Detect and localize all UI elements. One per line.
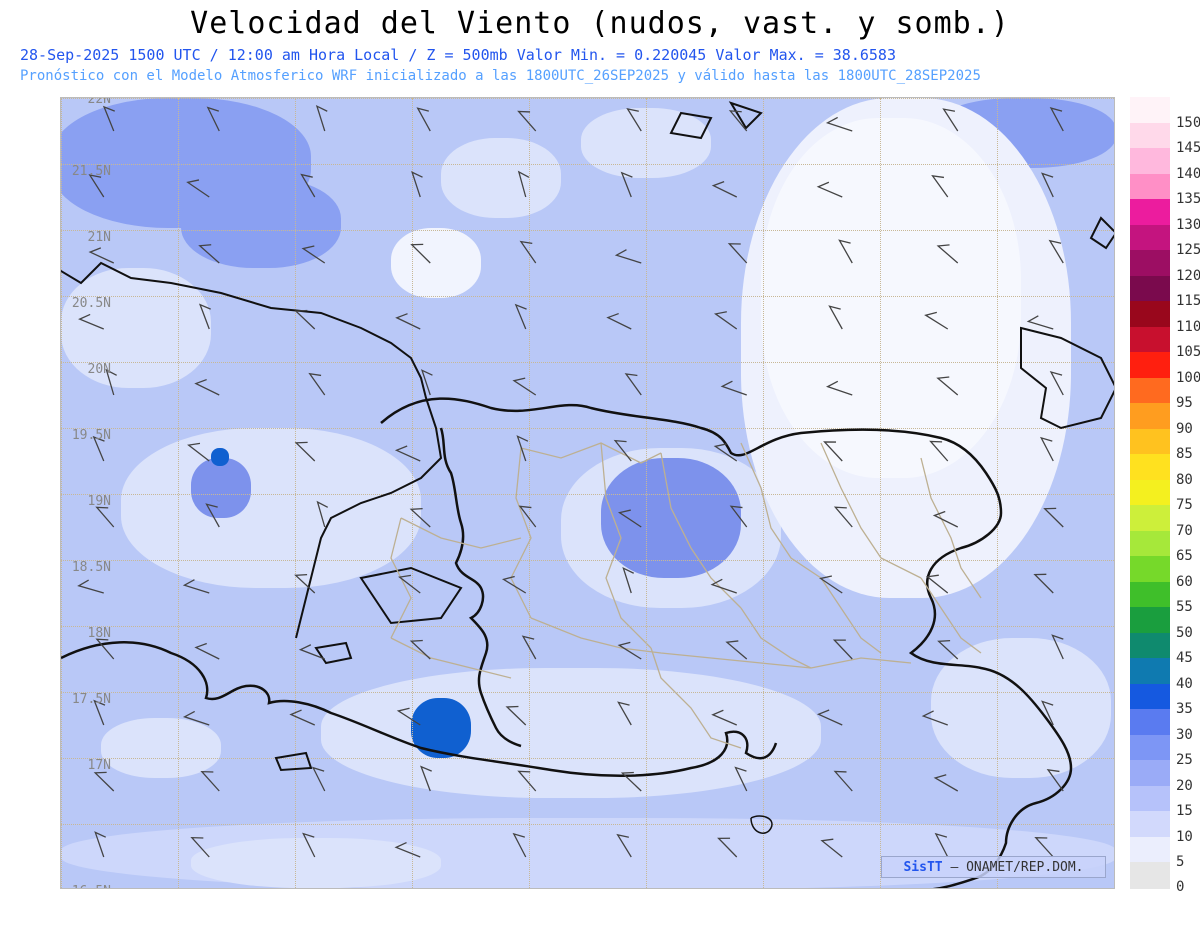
y-tick-label: 18N bbox=[61, 626, 117, 641]
colorbar-segment bbox=[1130, 403, 1170, 429]
colorbar-tick-label: 15 bbox=[1176, 803, 1193, 819]
colorbar-segment bbox=[1130, 786, 1170, 812]
colorbar-tick-label: 35 bbox=[1176, 701, 1193, 717]
colorbar-tick-label: 0 bbox=[1176, 879, 1184, 895]
colorbar-tick-label: 5 bbox=[1176, 854, 1184, 870]
colorbar-tick-label: 50 bbox=[1176, 625, 1193, 641]
colorbar-tick-label: 85 bbox=[1176, 446, 1193, 462]
colorbar-segment bbox=[1130, 709, 1170, 735]
y-tick-label: 16.5N bbox=[61, 884, 117, 889]
colorbar-segment bbox=[1130, 480, 1170, 506]
colorbar-segment bbox=[1130, 199, 1170, 225]
colorbar-segment bbox=[1130, 123, 1170, 149]
colorbar-tick-label: 105 bbox=[1176, 344, 1200, 360]
colorbar-tick-label: 55 bbox=[1176, 599, 1193, 615]
colorbar-tick-label: 45 bbox=[1176, 650, 1193, 666]
colorbar-tick-label: 20 bbox=[1176, 778, 1193, 794]
colorbar-segment bbox=[1130, 607, 1170, 633]
y-tick-label: 17.5N bbox=[61, 692, 117, 707]
colorbar-tick-label: 75 bbox=[1176, 497, 1193, 513]
colorbar-segment bbox=[1130, 301, 1170, 327]
y-tick-label: 17N bbox=[61, 758, 117, 773]
colorbar-tick-label: 110 bbox=[1176, 319, 1200, 335]
onamet-label: – ONAMET/REP.DOM. bbox=[950, 860, 1083, 875]
colorbar-tick-label: 135 bbox=[1176, 191, 1200, 207]
sistt-label: SisTT bbox=[903, 860, 942, 875]
y-tick-label: 22N bbox=[61, 97, 117, 107]
y-tick-label: 21N bbox=[61, 230, 117, 245]
colorbar-segment bbox=[1130, 556, 1170, 582]
colorbar-segment bbox=[1130, 735, 1170, 761]
y-tick-label: 19.5N bbox=[61, 428, 117, 443]
colorbar-segment bbox=[1130, 505, 1170, 531]
credit-label: SisTT – ONAMET/REP.DOM. bbox=[881, 856, 1106, 878]
colorbar-tick-label: 145 bbox=[1176, 140, 1200, 156]
colorbar-segment bbox=[1130, 352, 1170, 378]
colorbar-legend[interactable]: 150 145 140 135 130 125 120 115 110 105 … bbox=[1130, 97, 1170, 889]
colorbar-segment bbox=[1130, 633, 1170, 659]
colorbar-tick-label: 40 bbox=[1176, 676, 1193, 692]
colorbar-segment bbox=[1130, 174, 1170, 200]
y-tick-label: 20.5N bbox=[61, 296, 117, 311]
colorbar-segment bbox=[1130, 378, 1170, 404]
colorbar-tick-label: 90 bbox=[1176, 421, 1193, 437]
colorbar-tick-label: 130 bbox=[1176, 217, 1200, 233]
colorbar-segment bbox=[1130, 148, 1170, 174]
colorbar-tick-label: 30 bbox=[1176, 727, 1193, 743]
colorbar-segment bbox=[1130, 811, 1170, 837]
colorbar-tick-label: 10 bbox=[1176, 829, 1193, 845]
colorbar-tick-label: 125 bbox=[1176, 242, 1200, 258]
colorbar-tick-label: 80 bbox=[1176, 472, 1193, 488]
colorbar-segment bbox=[1130, 250, 1170, 276]
colorbar-segment bbox=[1130, 97, 1170, 123]
colorbar-segment bbox=[1130, 837, 1170, 863]
colorbar-segment bbox=[1130, 684, 1170, 710]
colorbar-tick-label: 70 bbox=[1176, 523, 1193, 539]
colorbar-segment bbox=[1130, 429, 1170, 455]
colorbar-tick-label: 100 bbox=[1176, 370, 1200, 386]
colorbar-segment bbox=[1130, 327, 1170, 353]
colorbar-segment bbox=[1130, 454, 1170, 480]
y-tick-label: 18.5N bbox=[61, 560, 117, 575]
y-tick-label: 20N bbox=[61, 362, 117, 377]
chart-subtitle-line1: 28-Sep-2025 1500 UTC / 12:00 am Hora Loc… bbox=[20, 46, 896, 64]
colorbar-segment bbox=[1130, 531, 1170, 557]
colorbar-segment bbox=[1130, 276, 1170, 302]
colorbar-segment bbox=[1130, 862, 1170, 889]
colorbar-tick-label: 65 bbox=[1176, 548, 1193, 564]
colorbar-segment bbox=[1130, 582, 1170, 608]
wind-speed-map[interactable]: 22N 21.5N 21N 20.5N 20N 19.5N 19N 18.5N … bbox=[60, 97, 1115, 889]
chart-title: Velocidad del Viento (nudos, vast. y som… bbox=[0, 6, 1200, 41]
chart-subtitle-line2: Pronóstico con el Modelo Atmosferico WRF… bbox=[20, 68, 981, 84]
colorbar-segment bbox=[1130, 658, 1170, 684]
colorbar-tick-label: 25 bbox=[1176, 752, 1193, 768]
colorbar-tick-label: 120 bbox=[1176, 268, 1200, 284]
y-tick-label: 19N bbox=[61, 494, 117, 509]
colorbar-tick-label: 150 bbox=[1176, 115, 1200, 131]
colorbar-segment bbox=[1130, 760, 1170, 786]
colorbar-tick-label: 95 bbox=[1176, 395, 1193, 411]
colorbar-tick-label: 140 bbox=[1176, 166, 1200, 182]
colorbar-tick-label: 60 bbox=[1176, 574, 1193, 590]
y-tick-label: 21.5N bbox=[61, 164, 117, 179]
colorbar-tick-label: 115 bbox=[1176, 293, 1200, 309]
colorbar-segment bbox=[1130, 225, 1170, 251]
wind-barb-overlay bbox=[61, 98, 1115, 889]
